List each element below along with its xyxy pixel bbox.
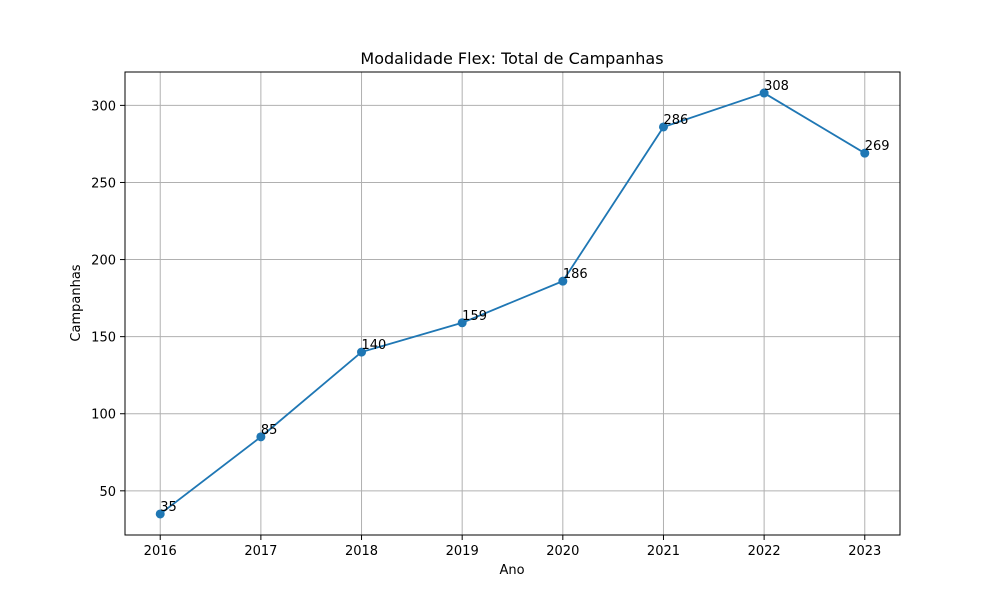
x-tick-label: 2016 — [144, 544, 177, 559]
y-tick-label: 250 — [91, 176, 116, 191]
series — [155, 88, 870, 519]
grid — [125, 72, 900, 535]
data-label: 186 — [563, 267, 588, 282]
data-point — [155, 509, 165, 519]
data-point — [558, 276, 568, 286]
y-tick-label: 200 — [91, 254, 116, 269]
data-point — [457, 318, 467, 328]
data-point — [357, 347, 367, 357]
data-label: 85 — [261, 423, 278, 438]
x-tick-label: 2018 — [345, 544, 378, 559]
x-tick-label: 2019 — [446, 544, 479, 559]
series-line — [159, 92, 866, 515]
y-tick-label: 300 — [91, 99, 116, 114]
data-label: 35 — [160, 500, 177, 515]
y-tick-label: 150 — [91, 331, 116, 346]
chart-title: Modalidade Flex: Total de Campanhas — [360, 49, 663, 68]
x-tick-label: 2022 — [748, 544, 781, 559]
data-label: 140 — [362, 338, 387, 353]
data-labels: 35 85 140 159 186 286 308 269 — [160, 79, 889, 515]
x-tick-label: 2021 — [647, 544, 680, 559]
x-tick-label: 2023 — [848, 544, 881, 559]
y-axis-label: Campanhas — [69, 264, 84, 341]
data-label: 269 — [865, 139, 890, 154]
x-tick-label: 2017 — [244, 544, 277, 559]
axis-ticks: 2016 2017 2018 2019 2020 2021 2022 2023 50 100 150… — [91, 99, 881, 559]
data-label: 286 — [663, 113, 688, 128]
data-label: 159 — [462, 309, 487, 324]
plot-area-frame — [124, 71, 901, 536]
data-point — [860, 148, 870, 158]
y-tick-label: 100 — [91, 408, 116, 423]
data-label: 308 — [764, 79, 789, 94]
data-point — [658, 122, 668, 132]
data-point — [256, 432, 266, 442]
y-tick-label: 50 — [99, 485, 116, 500]
x-axis-label: Ano — [499, 563, 524, 578]
x-tick-label: 2020 — [546, 544, 579, 559]
data-point — [759, 88, 769, 98]
